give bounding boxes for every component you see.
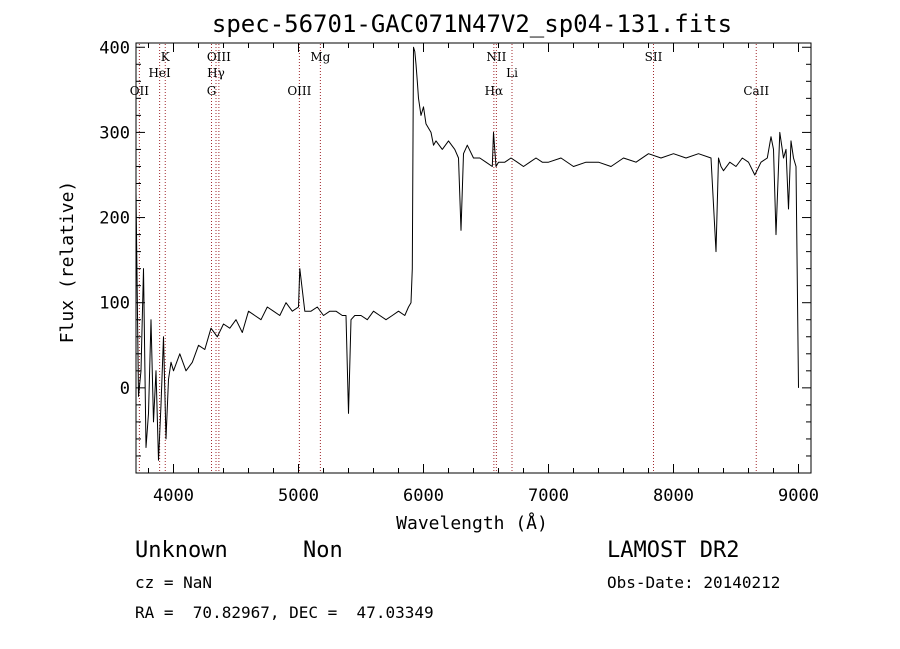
x-axis: 4000 5000 6000 7000 8000 9000 [148,43,819,506]
x-tick-label: 5000 [278,486,319,506]
spectral-line-label: Li [506,66,518,80]
spectral-line-markers [138,44,757,472]
y-tick-label: 100 [99,294,130,314]
redshift-readout: cz = NaN [135,573,213,592]
spectral-line-label: CaII [743,84,769,98]
x-tick-label: 4000 [153,486,194,506]
spectral-line-label: HeI [148,66,171,80]
y-axis: 0 100 200 300 400 [99,38,811,474]
spectrum-series [135,46,799,461]
spectrum-line [135,46,799,461]
spectral-line-label: NII [486,50,506,64]
x-axis-label: Wavelength (Å) [396,512,548,534]
spectral-line-label: OIII [207,50,231,64]
plot-frame [135,42,812,474]
survey-name: LAMOST DR2 [607,538,740,563]
spectral-line-label: Hα [485,84,504,98]
object-name: Unknown [135,538,228,563]
spectral-line-label: SII [645,50,663,64]
x-tick-label: 6000 [403,486,444,506]
spectral-line-label: G [207,84,217,98]
y-tick-label: 0 [120,379,130,399]
spectral-line-label: Mg [310,50,330,64]
spectral-line-label: Hγ [207,66,225,80]
coordinates: RA = 70.82967, DEC = 47.03349 [135,603,434,622]
x-tick-label: 8000 [653,486,694,506]
y-tick-label: 300 [99,123,130,143]
y-axis-label: Flux (relative) [57,181,78,344]
chart-title: spec-56701-GAC071N47V2_sp04-131.fits [212,10,732,38]
y-tick-label: 200 [99,209,130,229]
spectral-line-label: K [161,50,171,64]
x-tick-label: 7000 [528,486,569,506]
y-tick-label: 400 [99,38,130,58]
x-tick-label: 9000 [778,486,819,506]
object-class: Non [303,538,343,563]
obs-date: Obs-Date: 20140212 [607,573,781,592]
spectral-line-label: OIII [287,84,311,98]
spectral-line-label: OII [130,84,150,98]
